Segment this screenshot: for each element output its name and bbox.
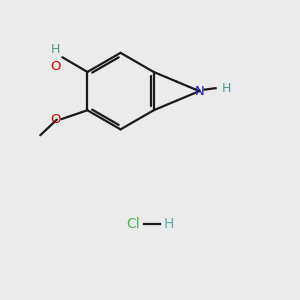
Text: O: O	[50, 112, 61, 126]
Text: H: H	[51, 43, 60, 56]
Text: Cl: Cl	[126, 217, 140, 231]
Text: N: N	[194, 85, 204, 98]
Text: H: H	[221, 82, 231, 95]
Text: H: H	[163, 217, 174, 231]
Text: O: O	[50, 60, 60, 73]
